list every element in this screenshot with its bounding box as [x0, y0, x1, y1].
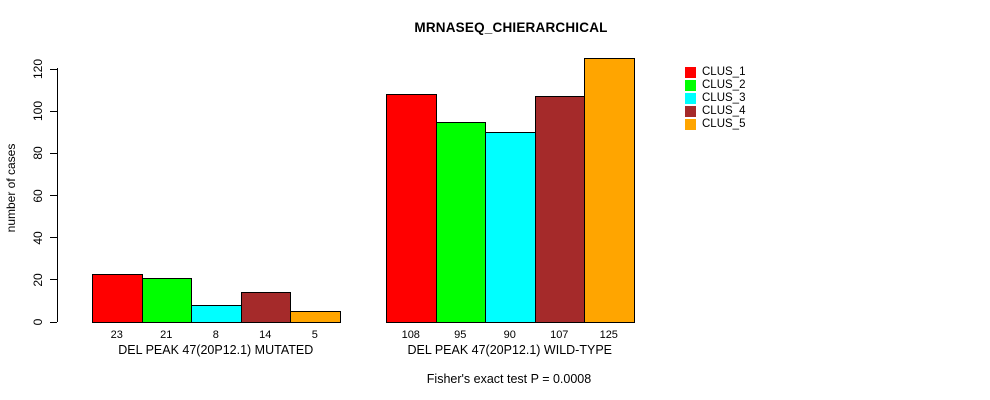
fisher-test-annotation: Fisher's exact test P = 0.0008: [426, 372, 592, 386]
y-tick-label: 0: [31, 318, 45, 326]
bar-clus_3-group2: [485, 132, 536, 323]
bar-value-label: 8: [212, 329, 219, 341]
bar-value-label: 107: [550, 329, 569, 341]
legend-swatch-clus_2: [685, 80, 696, 91]
chart-title: MRNASEQ_CHIERARCHICAL: [414, 20, 608, 35]
y-axis-label: number of cases: [4, 143, 18, 233]
bar-value-label: 108: [401, 329, 420, 341]
bar-clus_5-group2: [584, 58, 635, 323]
bar-value-label: 5: [311, 329, 318, 341]
legend-item-label: CLUS_1: [702, 66, 746, 78]
y-tick-label: 60: [31, 188, 45, 203]
legend-swatch-clus_4: [685, 106, 696, 117]
y-tick-mark: [50, 195, 57, 196]
y-tick-mark: [50, 152, 57, 154]
y-tick-mark: [50, 237, 57, 239]
legend-swatch-clus_1: [685, 67, 696, 78]
bar-clus_4-group1: [240, 292, 291, 323]
bar-value-label: 95: [454, 329, 467, 341]
bar-value-label: 125: [599, 329, 618, 341]
group-axis-label: DEL PEAK 47(20P12.1) WILD-TYPE: [407, 343, 612, 357]
legend-item-label: CLUS_2: [702, 79, 746, 91]
bar-clus_2-group2: [435, 121, 486, 323]
bar-value-label: 21: [160, 329, 173, 341]
bar-clus_1-group1: [92, 273, 143, 323]
bar-clus_5-group1: [290, 311, 341, 323]
y-tick-label: 120: [31, 58, 45, 80]
legend-item-label: CLUS_3: [702, 92, 746, 104]
bar-value-label: 90: [503, 329, 516, 341]
bar-clus_1-group2: [386, 94, 437, 323]
bar-value-label: 23: [110, 329, 123, 341]
y-axis-line: [57, 68, 58, 322]
bar-clus_4-group2: [534, 96, 585, 323]
y-tick-mark: [50, 321, 57, 323]
legend-swatch-clus_3: [685, 93, 696, 104]
legend-swatch-clus_5: [685, 119, 696, 130]
y-tick-mark: [50, 279, 57, 281]
bar-clus_2-group1: [141, 277, 192, 323]
y-tick-mark: [50, 68, 57, 70]
group-axis-label: DEL PEAK 47(20P12.1) MUTATED: [118, 343, 314, 357]
bar-clus_3-group1: [191, 305, 242, 323]
legend-item-label: CLUS_4: [702, 105, 746, 117]
y-tick-label: 20: [31, 273, 45, 287]
y-tick-label: 100: [31, 101, 45, 122]
y-tick-label: 40: [31, 230, 45, 245]
y-tick-mark: [50, 110, 57, 112]
y-tick-label: 80: [31, 146, 45, 161]
bar-value-label: 14: [259, 329, 272, 341]
legend-item-label: CLUS_5: [702, 118, 746, 130]
